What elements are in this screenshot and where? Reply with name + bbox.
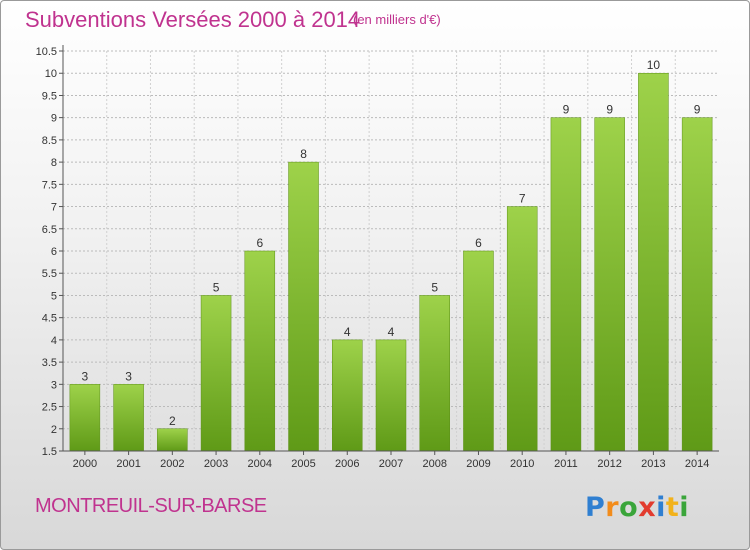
chart-subtitle: (en milliers d'€): [353, 12, 441, 27]
x-tick-label: 2009: [466, 458, 490, 470]
data-label: 7: [519, 192, 526, 206]
bar-2000: [69, 384, 101, 452]
x-tick-label: 2005: [291, 458, 315, 470]
data-label: 2: [169, 414, 176, 428]
y-tick-label: 2: [51, 424, 57, 436]
bar-2001: [113, 384, 144, 452]
y-tick-label: 5: [51, 290, 57, 302]
data-label: 6: [256, 236, 263, 250]
y-tick-label: 8: [51, 157, 57, 169]
y-tick-label: 6: [51, 246, 57, 258]
data-label: 4: [344, 325, 351, 339]
y-tick-label: 7: [51, 202, 57, 214]
x-tick-label: 2012: [597, 458, 621, 470]
y-tick-label: 10: [45, 68, 57, 80]
x-tick-label: 2000: [73, 458, 97, 470]
bar-2014: [681, 117, 713, 452]
x-tick-label: 2011: [554, 458, 578, 470]
y-tick-label: 7.5: [42, 179, 57, 191]
bar-2010: [506, 206, 538, 452]
x-tick-label: 2006: [335, 458, 359, 470]
data-label: 4: [388, 325, 395, 339]
bar-2013: [638, 72, 669, 452]
bar-2011: [550, 117, 582, 452]
bar-2006: [332, 339, 363, 452]
data-label: 9: [694, 103, 701, 117]
x-tick-label: 2003: [204, 458, 228, 470]
svg-text:Proxiti: Proxiti: [585, 492, 689, 523]
data-label: 6: [475, 236, 482, 250]
x-tick-label: 2013: [641, 458, 665, 470]
bar-2007: [375, 339, 407, 452]
bar-2009: [463, 250, 494, 452]
axes: 1.5 2 2.5 3 3.5 4 4.5 5 5.5 6 6.5 7 7.5 8 8.5 9 9.5 10 10.…: [36, 45, 719, 470]
bar-2004: [244, 250, 276, 452]
data-label: 9: [563, 103, 570, 117]
data-label: 5: [213, 280, 220, 294]
y-tick-label: 5.5: [42, 268, 57, 280]
data-labels: 3 3 2 5 6 8 4 4 5 6 7 9 9 10 9: [82, 58, 701, 428]
bar-2002: [157, 428, 188, 452]
data-label: 5: [431, 280, 438, 294]
y-tick-label: 8.5: [42, 135, 57, 147]
y-tick-label: 9: [51, 113, 57, 125]
data-label: 10: [647, 58, 661, 72]
data-label: 3: [125, 369, 132, 383]
proxiti-logo: Proxiti: [585, 492, 689, 523]
y-tick-label: 3.5: [42, 357, 57, 369]
x-tick-label: 2002: [160, 458, 184, 470]
x-tick-label: 2014: [685, 458, 709, 470]
bar-2005: [288, 161, 319, 452]
y-tick-label: 9.5: [42, 90, 57, 102]
x-tick-label: 2010: [510, 458, 534, 470]
chart-title: Subventions Versées 2000 à 2014: [25, 7, 361, 32]
bar-2003: [200, 295, 232, 452]
x-tick-label: 2001: [116, 458, 140, 470]
y-tick-label: 6.5: [42, 224, 57, 236]
data-label: 8: [300, 147, 307, 161]
y-tick-label: 3: [51, 379, 57, 391]
y-tick-label: 4: [51, 335, 57, 347]
bar-2012: [594, 117, 625, 452]
y-tick-label: 1.5: [42, 446, 57, 458]
x-tick-label: 2007: [379, 458, 403, 470]
x-tick-label: 2004: [248, 458, 272, 470]
commune-name: MONTREUIL-SUR-BARSE: [35, 495, 267, 517]
bars: [69, 72, 713, 452]
x-tick-label: 2008: [422, 458, 446, 470]
y-tick-label: 10.5: [36, 46, 57, 58]
y-tick-label: 4.5: [42, 313, 57, 325]
y-tick-label: 2.5: [42, 402, 57, 414]
data-label: 9: [606, 103, 613, 117]
bar-2008: [419, 295, 450, 452]
data-label: 3: [82, 369, 89, 383]
